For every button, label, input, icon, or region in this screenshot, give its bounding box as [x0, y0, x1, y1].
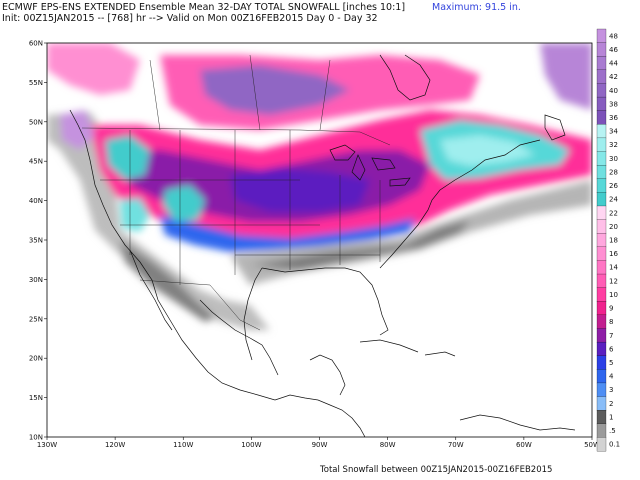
lon-tick-label: 80W — [380, 441, 396, 449]
maximum-label: Maximum: 91.5 in. — [432, 2, 521, 13]
colorbar-swatch — [596, 178, 607, 193]
lon-tick-label: 50W — [584, 441, 600, 449]
lat-tick-label: 55N — [29, 79, 43, 87]
lon-tick-label: 90W — [312, 441, 328, 449]
colorbar-label: 3 — [609, 386, 613, 394]
coastlines — [69, 54, 576, 437]
lat-tick-label: 25N — [29, 315, 43, 323]
colorbar-swatch — [596, 233, 607, 248]
colorbar-label: 20 — [609, 223, 618, 231]
colorbar-swatch — [596, 328, 607, 343]
colorbar-label: 28 — [609, 168, 618, 176]
colorbar-swatch — [596, 96, 607, 112]
colorbar-label: 9 — [609, 305, 613, 313]
colorbar-label: 34 — [609, 128, 618, 136]
colorbar-label: 38 — [609, 100, 618, 108]
lat-tick-label: 45N — [29, 158, 43, 166]
lon-tick-label: 70W — [448, 441, 464, 449]
colorbar-label: 8 — [609, 318, 613, 326]
lon-tick-label: 120W — [105, 441, 125, 449]
colorbar-label: 16 — [609, 250, 618, 258]
latitude-ticks: 60N 55N 50N 45N 40N 35N 30N 25N 20N 15N 10N — [29, 40, 47, 442]
colorbar-swatch — [596, 110, 607, 125]
colorbar-swatch — [596, 192, 607, 207]
lon-tick-label: 60W — [516, 441, 532, 449]
colorbar-swatch — [596, 56, 607, 71]
longitude-ticks: 130W 120W 110W 100W 90W 80W 70W 60W 50W — [37, 437, 600, 449]
colorbar-swatch — [596, 42, 607, 57]
lat-tick-label: 60N — [29, 40, 43, 48]
colorbar-swatch — [596, 124, 607, 139]
colorbar-label: 40 — [609, 87, 618, 95]
lat-tick-label: 40N — [29, 197, 43, 205]
colorbar-swatch — [596, 69, 607, 84]
colorbar-label: 5 — [609, 359, 613, 367]
colorbar-swatch — [596, 137, 607, 152]
colorbar-label: 46 — [609, 46, 618, 54]
colorbar-swatch — [596, 369, 607, 384]
colorbar-swatch — [596, 287, 607, 302]
snowfall-shading — [47, 43, 592, 330]
colorbar-swatch — [596, 151, 607, 166]
lat-tick-label: 35N — [29, 237, 43, 245]
colorbar: 4846444240383634323028262422201816141210… — [596, 28, 620, 452]
colorbar-label: 22 — [609, 209, 618, 217]
colorbar-label: 10 — [609, 291, 618, 299]
colorbar-swatch — [596, 219, 607, 234]
lat-tick-label: 20N — [29, 355, 43, 363]
lat-tick-label: 50N — [29, 118, 43, 126]
colorbar-swatch — [596, 423, 607, 438]
init-valid-line: Init: 00Z15JAN2015 -- [768] hr --> Valid… — [2, 13, 378, 24]
footer-caption: Total Snowfall between 00Z15JAN2015-00Z1… — [320, 465, 553, 475]
lon-tick-label: 130W — [37, 441, 57, 449]
colorbar-label: 44 — [609, 60, 618, 68]
colorbar-label: 7 — [609, 332, 613, 340]
colorbar-swatch — [596, 341, 607, 357]
colorbar-label: 36 — [609, 114, 618, 122]
colorbar-label: 18 — [609, 237, 618, 245]
colorbar-swatch — [596, 355, 607, 370]
lat-tick-label: 15N — [29, 394, 43, 402]
political-borders — [81, 54, 391, 331]
colorbar-label: 30 — [609, 155, 618, 163]
lat-tick-label: 10N — [29, 434, 43, 442]
lat-tick-label: 30N — [29, 276, 43, 284]
colorbar-swatch — [596, 396, 607, 411]
colorbar-swatch — [596, 28, 607, 44]
colorbar-label: 4 — [609, 373, 614, 381]
colorbar-swatch — [596, 165, 607, 180]
colorbar-label: 2 — [609, 400, 613, 408]
colorbar-swatch — [596, 246, 607, 261]
map-title: ECMWF EPS-ENS EXTENDED Ensemble Mean 32-… — [2, 2, 406, 13]
colorbar-label: 26 — [609, 182, 618, 190]
colorbar-label: 24 — [609, 196, 618, 204]
lon-tick-label: 100W — [241, 441, 261, 449]
colorbar-label: 0.1 — [609, 441, 620, 449]
colorbar-label: 42 — [609, 73, 618, 81]
colorbar-label: 48 — [609, 32, 618, 40]
colorbar-label: 32 — [609, 141, 618, 149]
colorbar-swatch — [596, 410, 607, 425]
colorbar-label: 14 — [609, 264, 618, 272]
colorbar-label: 1 — [609, 413, 613, 421]
colorbar-swatch — [596, 314, 607, 329]
colorbar-swatch — [596, 382, 607, 397]
colorbar-swatch — [596, 301, 607, 316]
colorbar-swatch — [596, 83, 607, 98]
colorbar-label: 6 — [609, 345, 614, 353]
colorbar-label: 12 — [609, 277, 618, 285]
colorbar-swatch — [596, 205, 607, 221]
colorbar-swatch — [596, 260, 607, 275]
lon-tick-label: 110W — [173, 441, 193, 449]
colorbar-swatch — [596, 437, 607, 452]
colorbar-label: .5 — [609, 427, 616, 435]
colorbar-swatch — [596, 273, 607, 289]
